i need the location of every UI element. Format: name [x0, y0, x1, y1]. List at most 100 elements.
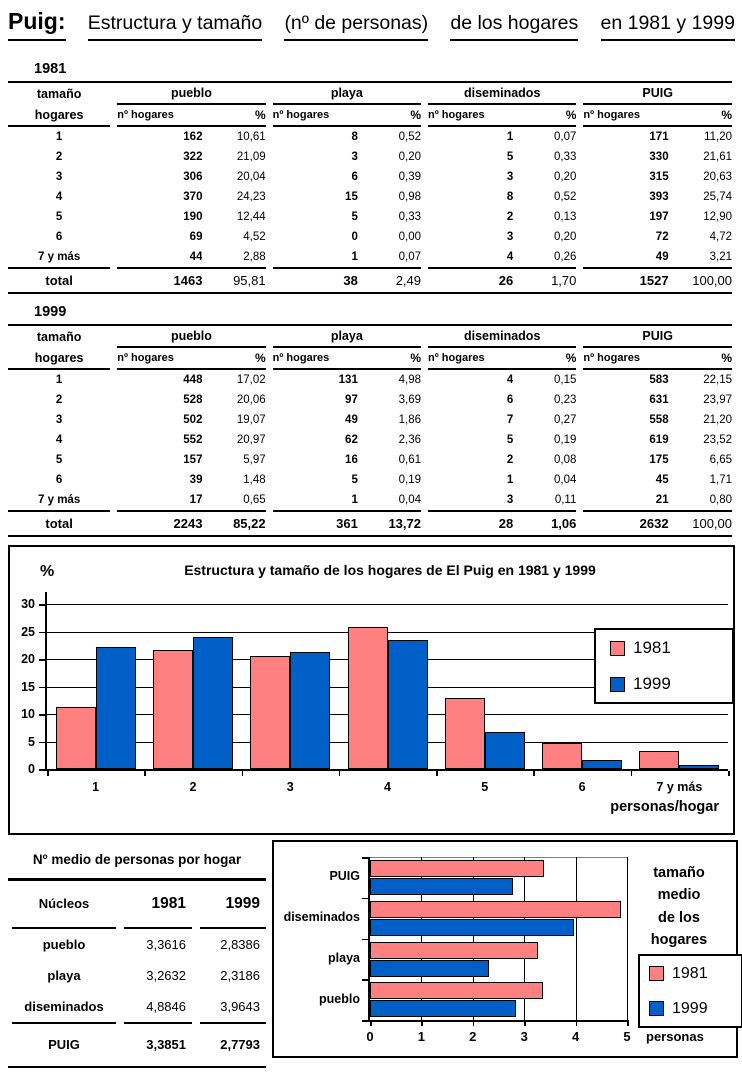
spacer-cell — [421, 167, 428, 187]
table-row: 5 157 5,97 16 0,61 2 0,08 175 6,65 — [8, 450, 732, 470]
n-hogares-cell: 330 — [649, 151, 669, 163]
n-hogares-cell: 62 — [345, 434, 358, 446]
chart-legend: 1981 1999 — [638, 954, 742, 1028]
bar-1981-1 — [55, 707, 96, 769]
avg-label-playa: playa — [47, 967, 81, 983]
bar-1999-4 — [387, 639, 428, 769]
gridline — [47, 631, 728, 633]
page-title: Puig: Estructura y tamaño (nº de persona… — [8, 8, 735, 41]
households-table-1999: 1999 tamaño pueblo playa diseminados PUI… — [8, 300, 732, 537]
spacer-cell — [266, 247, 273, 268]
x-axis — [45, 769, 728, 771]
avg-value: 3,3616 — [146, 936, 186, 952]
x-axis-tick-label: 2 — [469, 1029, 477, 1044]
title-segment-4: en 1981 y 1999 — [600, 12, 735, 41]
x-tick-mark — [575, 1021, 578, 1026]
pct-cell: 25,74 — [703, 191, 732, 203]
n-hogares-cell: 1 — [351, 251, 358, 263]
spacer-cell — [421, 470, 428, 490]
y-axis-category-label: playa — [328, 950, 360, 965]
y-tick-mark — [362, 938, 368, 940]
pct-cell: 23,97 — [703, 394, 732, 406]
gridline — [47, 604, 728, 605]
pct-cell: 6,65 — [709, 454, 732, 466]
corner-label-top: tamaño — [36, 86, 82, 101]
subheader-n-hogares: nº hogares — [117, 347, 203, 370]
avg-value: 3,3851 — [124, 1021, 192, 1066]
table-row: 1 162 10,61 8 0,52 1 0,07 171 11,20 — [8, 126, 732, 147]
pct-cell: 12,44 — [236, 211, 266, 223]
bar-1999-2 — [192, 637, 233, 769]
pct-cell: 0,61 — [398, 454, 421, 466]
avg-label-diseminados: diseminados — [24, 998, 104, 1014]
chart-legend: 1981 1999 — [594, 628, 734, 704]
n-hogares-cell: 16 — [345, 454, 358, 466]
n-hogares-total-cell: 2632 — [583, 510, 669, 537]
x-axis-category-label: 4 — [384, 780, 391, 794]
subheader-pct: % — [668, 347, 732, 370]
n-hogares-cell: 619 — [649, 434, 669, 446]
pct-cell: 20,04 — [236, 171, 266, 183]
pct-cell: 0,00 — [398, 231, 421, 243]
pct-cell: 0,07 — [398, 251, 421, 263]
avg-value: 2,3186 — [220, 967, 260, 983]
spacer-cell — [576, 410, 583, 430]
pct-cell: 4,52 — [243, 231, 266, 243]
n-hogares-cell: 49 — [655, 251, 669, 263]
gridline — [472, 857, 474, 1020]
pct-cell: 4,72 — [709, 231, 732, 243]
legend-item-1999: 1999 — [649, 1000, 741, 1018]
pct-cell: 23,52 — [703, 434, 732, 446]
pct-cell: 21,61 — [703, 151, 732, 163]
spacer-cell — [266, 369, 273, 390]
pct-cell: 20,97 — [236, 434, 266, 446]
legend-item-1999: 1999 — [610, 674, 732, 694]
pct-cell: 10,61 — [236, 131, 266, 143]
table-row: pueblo 3,3616 2,8386 — [12, 929, 266, 960]
x-tick-mark — [338, 771, 341, 776]
bar-1981-3 — [250, 655, 291, 769]
table-group-header-row: tamaño pueblo playa diseminados PUIG — [8, 82, 732, 105]
pct-total-cell: 1,06 — [513, 510, 577, 537]
household-size-label: 2 — [55, 394, 63, 406]
pct-cell: 0,65 — [243, 494, 266, 506]
n-hogares-cell: 315 — [649, 171, 669, 183]
spacer-cell — [266, 227, 273, 247]
bar-1981-diseminados — [370, 900, 622, 918]
pct-total-cell: 95,81 — [202, 267, 266, 294]
n-hogares-cell: 393 — [649, 191, 669, 203]
group-header-puig: PUIG — [583, 82, 732, 105]
spacer-cell — [110, 167, 117, 187]
table-year-row: 1999 — [8, 300, 732, 326]
n-hogares-cell: 39 — [189, 474, 203, 486]
n-hogares-cell: 5 — [351, 211, 358, 223]
legend-swatch-1981-icon — [610, 640, 625, 656]
spacer-cell — [576, 126, 583, 147]
table-row: 1 448 17,02 131 4,98 4 0,15 583 22,15 — [8, 369, 732, 390]
spacer-cell — [421, 268, 429, 294]
table-year-row: 1981 — [8, 57, 732, 83]
spacer-cell — [266, 167, 273, 187]
spacer-cell — [576, 369, 583, 390]
y-axis-tick-label: 5 — [28, 734, 35, 749]
n-hogares-total-cell: 2243 — [117, 510, 203, 537]
spacer-cell — [266, 430, 273, 450]
pct-cell: 0,07 — [553, 131, 577, 143]
pct-cell: 20,06 — [236, 394, 266, 406]
n-hogares-cell: 322 — [183, 151, 203, 163]
table-row: diseminados 4,8846 3,9643 — [12, 991, 266, 1022]
legend-swatch-1981-icon — [649, 966, 664, 981]
pct-cell: 5,97 — [243, 454, 266, 466]
y-axis-category-label: pueblo — [319, 991, 360, 1006]
n-hogares-cell: 2 — [506, 211, 514, 223]
spacer-cell — [421, 187, 428, 207]
pct-cell: 21,09 — [236, 151, 266, 163]
spacer-cell — [576, 450, 583, 470]
n-hogares-cell: 162 — [183, 131, 203, 143]
n-hogares-cell: 0 — [351, 231, 358, 243]
n-hogares-total-cell: 26 — [428, 267, 514, 294]
table-total-row: total 2243 85,22 361 13,72 28 1,06 2632 100,00 — [8, 510, 732, 537]
x-axis-category-label: 5 — [481, 780, 489, 794]
table-row: 3 306 20,04 6 0,39 3 0,20 315 20,63 — [8, 167, 732, 187]
